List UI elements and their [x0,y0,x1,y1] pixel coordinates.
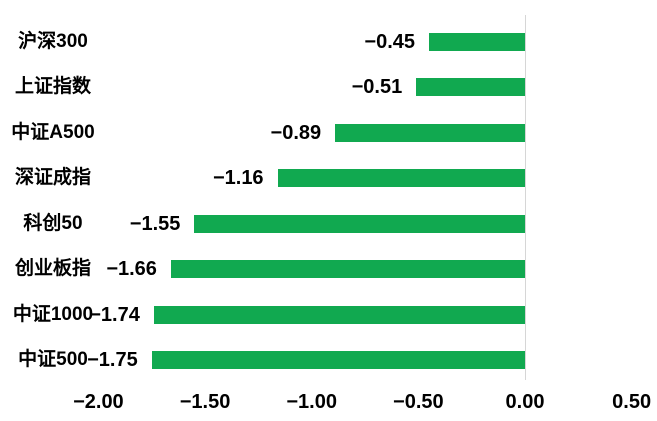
zero-axis-line [525,15,526,380]
value-label: −0.89 [270,121,322,144]
x-axis-tick-label: 0.00 [505,391,545,413]
bar [335,123,525,142]
x-axis-tick-label: −0.50 [393,391,444,413]
value-label: −1.55 [129,212,181,235]
value-label: −1.75 [87,349,138,371]
category-label: 中证500 [18,349,88,370]
value-label: −1.16 [212,167,264,189]
value-label: −0.45 [364,30,415,53]
bar [277,169,525,187]
category-label: 深证成指 [14,167,91,188]
category-label: 沪深300 [18,30,88,52]
x-axis-tick-label: 0.50 [612,391,652,413]
category-label: 中证1000 [12,303,94,325]
bar [151,351,525,369]
value-label: −1.66 [106,258,157,280]
category-label: 上证指数 [14,76,91,97]
bar [194,214,525,233]
bar [416,78,525,96]
x-axis-tick-label: −1.50 [179,391,231,413]
x-axis-tick-label: −1.00 [286,391,337,413]
category-label: 中证A500 [11,121,95,143]
value-label: −1.74 [89,303,140,326]
category-label: 创业板指 [14,258,91,279]
x-axis-tick-label: −2.00 [73,391,124,413]
bar [170,260,525,278]
bar [153,305,525,324]
category-label: 科创50 [23,212,83,234]
bar [429,32,525,51]
value-label: −0.51 [351,76,403,98]
